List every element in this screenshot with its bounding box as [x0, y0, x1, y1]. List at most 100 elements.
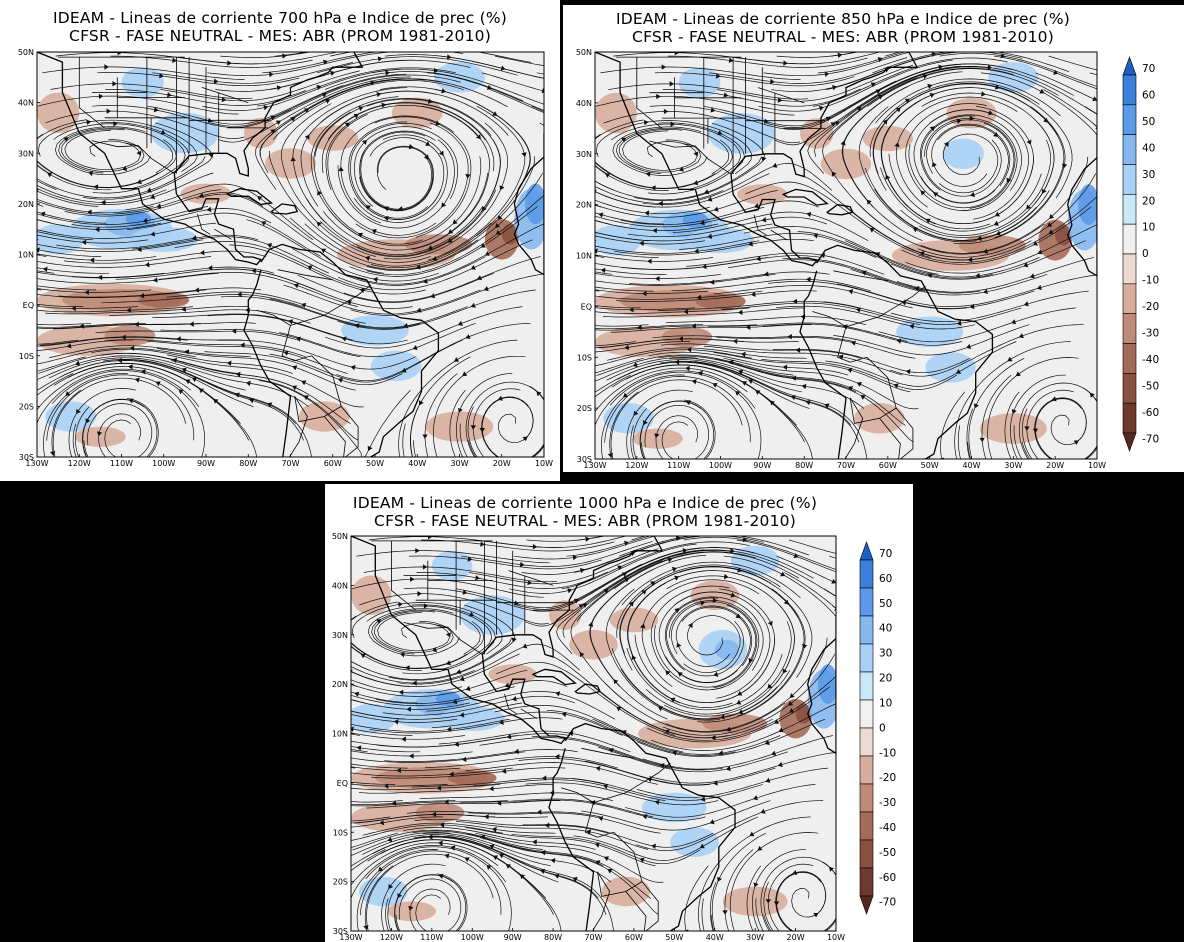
- lat-tick-label: 30N: [576, 150, 592, 159]
- streamline: [196, 193, 384, 274]
- streamline: [49, 345, 251, 358]
- streamline-arrow: [848, 289, 854, 295]
- streamline-arrow: [763, 271, 769, 277]
- precip-anomaly-patch: [820, 148, 872, 180]
- streamline: [592, 718, 781, 755]
- streamline: [776, 861, 836, 931]
- streamline: [1084, 106, 1097, 115]
- streamline-arrow: [737, 567, 743, 573]
- streamline-arrow: [206, 206, 212, 213]
- streamline-arrow: [96, 431, 103, 437]
- streamline: [467, 406, 478, 457]
- streamline: [37, 289, 42, 291]
- streamline: [311, 78, 508, 108]
- streamline-arrow: [720, 714, 725, 720]
- streamline: [595, 286, 654, 292]
- streamline-arrow: [922, 74, 928, 80]
- streamline: [456, 563, 643, 609]
- streamline: [606, 359, 802, 393]
- streamline: [578, 536, 606, 541]
- streamline: [279, 322, 476, 357]
- streamline-arrow: [831, 578, 836, 584]
- streamline-arrow: [316, 221, 322, 227]
- streamline-arrow: [1029, 273, 1035, 279]
- streamline: [476, 456, 477, 457]
- streamline: [937, 106, 1034, 225]
- streamline-arrow: [372, 276, 378, 283]
- streamline: [595, 255, 605, 258]
- streamline: [878, 307, 1076, 343]
- streamline: [259, 78, 442, 157]
- streamline: [37, 368, 200, 424]
- lat-tick-label: 20N: [576, 201, 592, 210]
- map-background: [595, 52, 1097, 459]
- streamline-arrow: [765, 899, 772, 904]
- streamline: [351, 816, 391, 822]
- streamline: [325, 306, 523, 349]
- streamline-arrow: [448, 228, 454, 234]
- colorbar-tick-label: 60: [879, 573, 892, 585]
- streamline: [665, 637, 828, 732]
- streamline-arrow: [783, 60, 788, 66]
- colorbar-tick-label: -10: [1142, 275, 1159, 287]
- streamline: [351, 763, 408, 769]
- streamline: [607, 347, 807, 361]
- streamline-arrow: [427, 245, 433, 251]
- streamline-arrow: [198, 192, 204, 199]
- streamline: [647, 686, 831, 743]
- streamline-arrow: [527, 579, 533, 586]
- colorbar-tick-label: -30: [879, 797, 896, 809]
- streamline-arrow: [748, 379, 754, 385]
- streamline: [82, 398, 158, 457]
- streamline: [595, 307, 696, 311]
- streamline-arrow: [268, 71, 274, 78]
- streamline: [40, 336, 243, 346]
- colorbar-segment: [1122, 194, 1137, 225]
- streamline-arrow: [642, 814, 648, 820]
- streamline-arrow: [457, 320, 463, 326]
- streamline: [595, 273, 776, 286]
- streamline: [728, 362, 914, 443]
- streamline-arrow: [144, 262, 150, 268]
- colorbar-segment: [1122, 343, 1137, 374]
- streamline-arrow: [484, 250, 491, 256]
- streamline-arrow: [1048, 229, 1054, 235]
- streamline-arrow: [760, 808, 766, 814]
- colorbar-segment: [1122, 223, 1137, 255]
- colorbar-tick-label: -30: [1142, 328, 1159, 340]
- lon-tick-label: 80W: [239, 459, 257, 468]
- colorbar-tick-label: -20: [1142, 301, 1159, 313]
- streamline: [940, 391, 966, 459]
- streamline-arrow: [777, 97, 783, 103]
- streamline: [351, 832, 451, 856]
- streamline-arrow: [824, 403, 830, 409]
- streamline-arrow: [444, 799, 449, 805]
- streamline: [595, 307, 750, 314]
- streamline: [352, 829, 544, 851]
- streamline: [561, 541, 750, 590]
- streamline: [496, 661, 676, 736]
- streamline: [360, 131, 432, 210]
- streamline: [367, 839, 547, 899]
- colorbar-tick-label: 40: [879, 623, 892, 635]
- streamline-arrow: [700, 600, 706, 606]
- streamline: [989, 89, 1065, 239]
- streamline: [595, 341, 690, 353]
- streamline: [481, 386, 544, 457]
- streamline: [374, 116, 472, 238]
- streamline: [713, 352, 911, 393]
- streamline-arrow: [275, 120, 281, 126]
- streamline: [545, 90, 550, 91]
- streamline: [37, 203, 44, 207]
- colorbar-tick-label: -40: [879, 822, 896, 834]
- streamline-arrow: [425, 141, 431, 146]
- streamline-arrow: [893, 383, 899, 389]
- streamline: [603, 111, 800, 144]
- streamline-arrow: [449, 771, 454, 777]
- streamline-arrow: [521, 152, 527, 158]
- streamline: [631, 536, 647, 541]
- streamline: [317, 56, 518, 76]
- streamline: [37, 272, 220, 284]
- streamline-arrow: [150, 231, 156, 237]
